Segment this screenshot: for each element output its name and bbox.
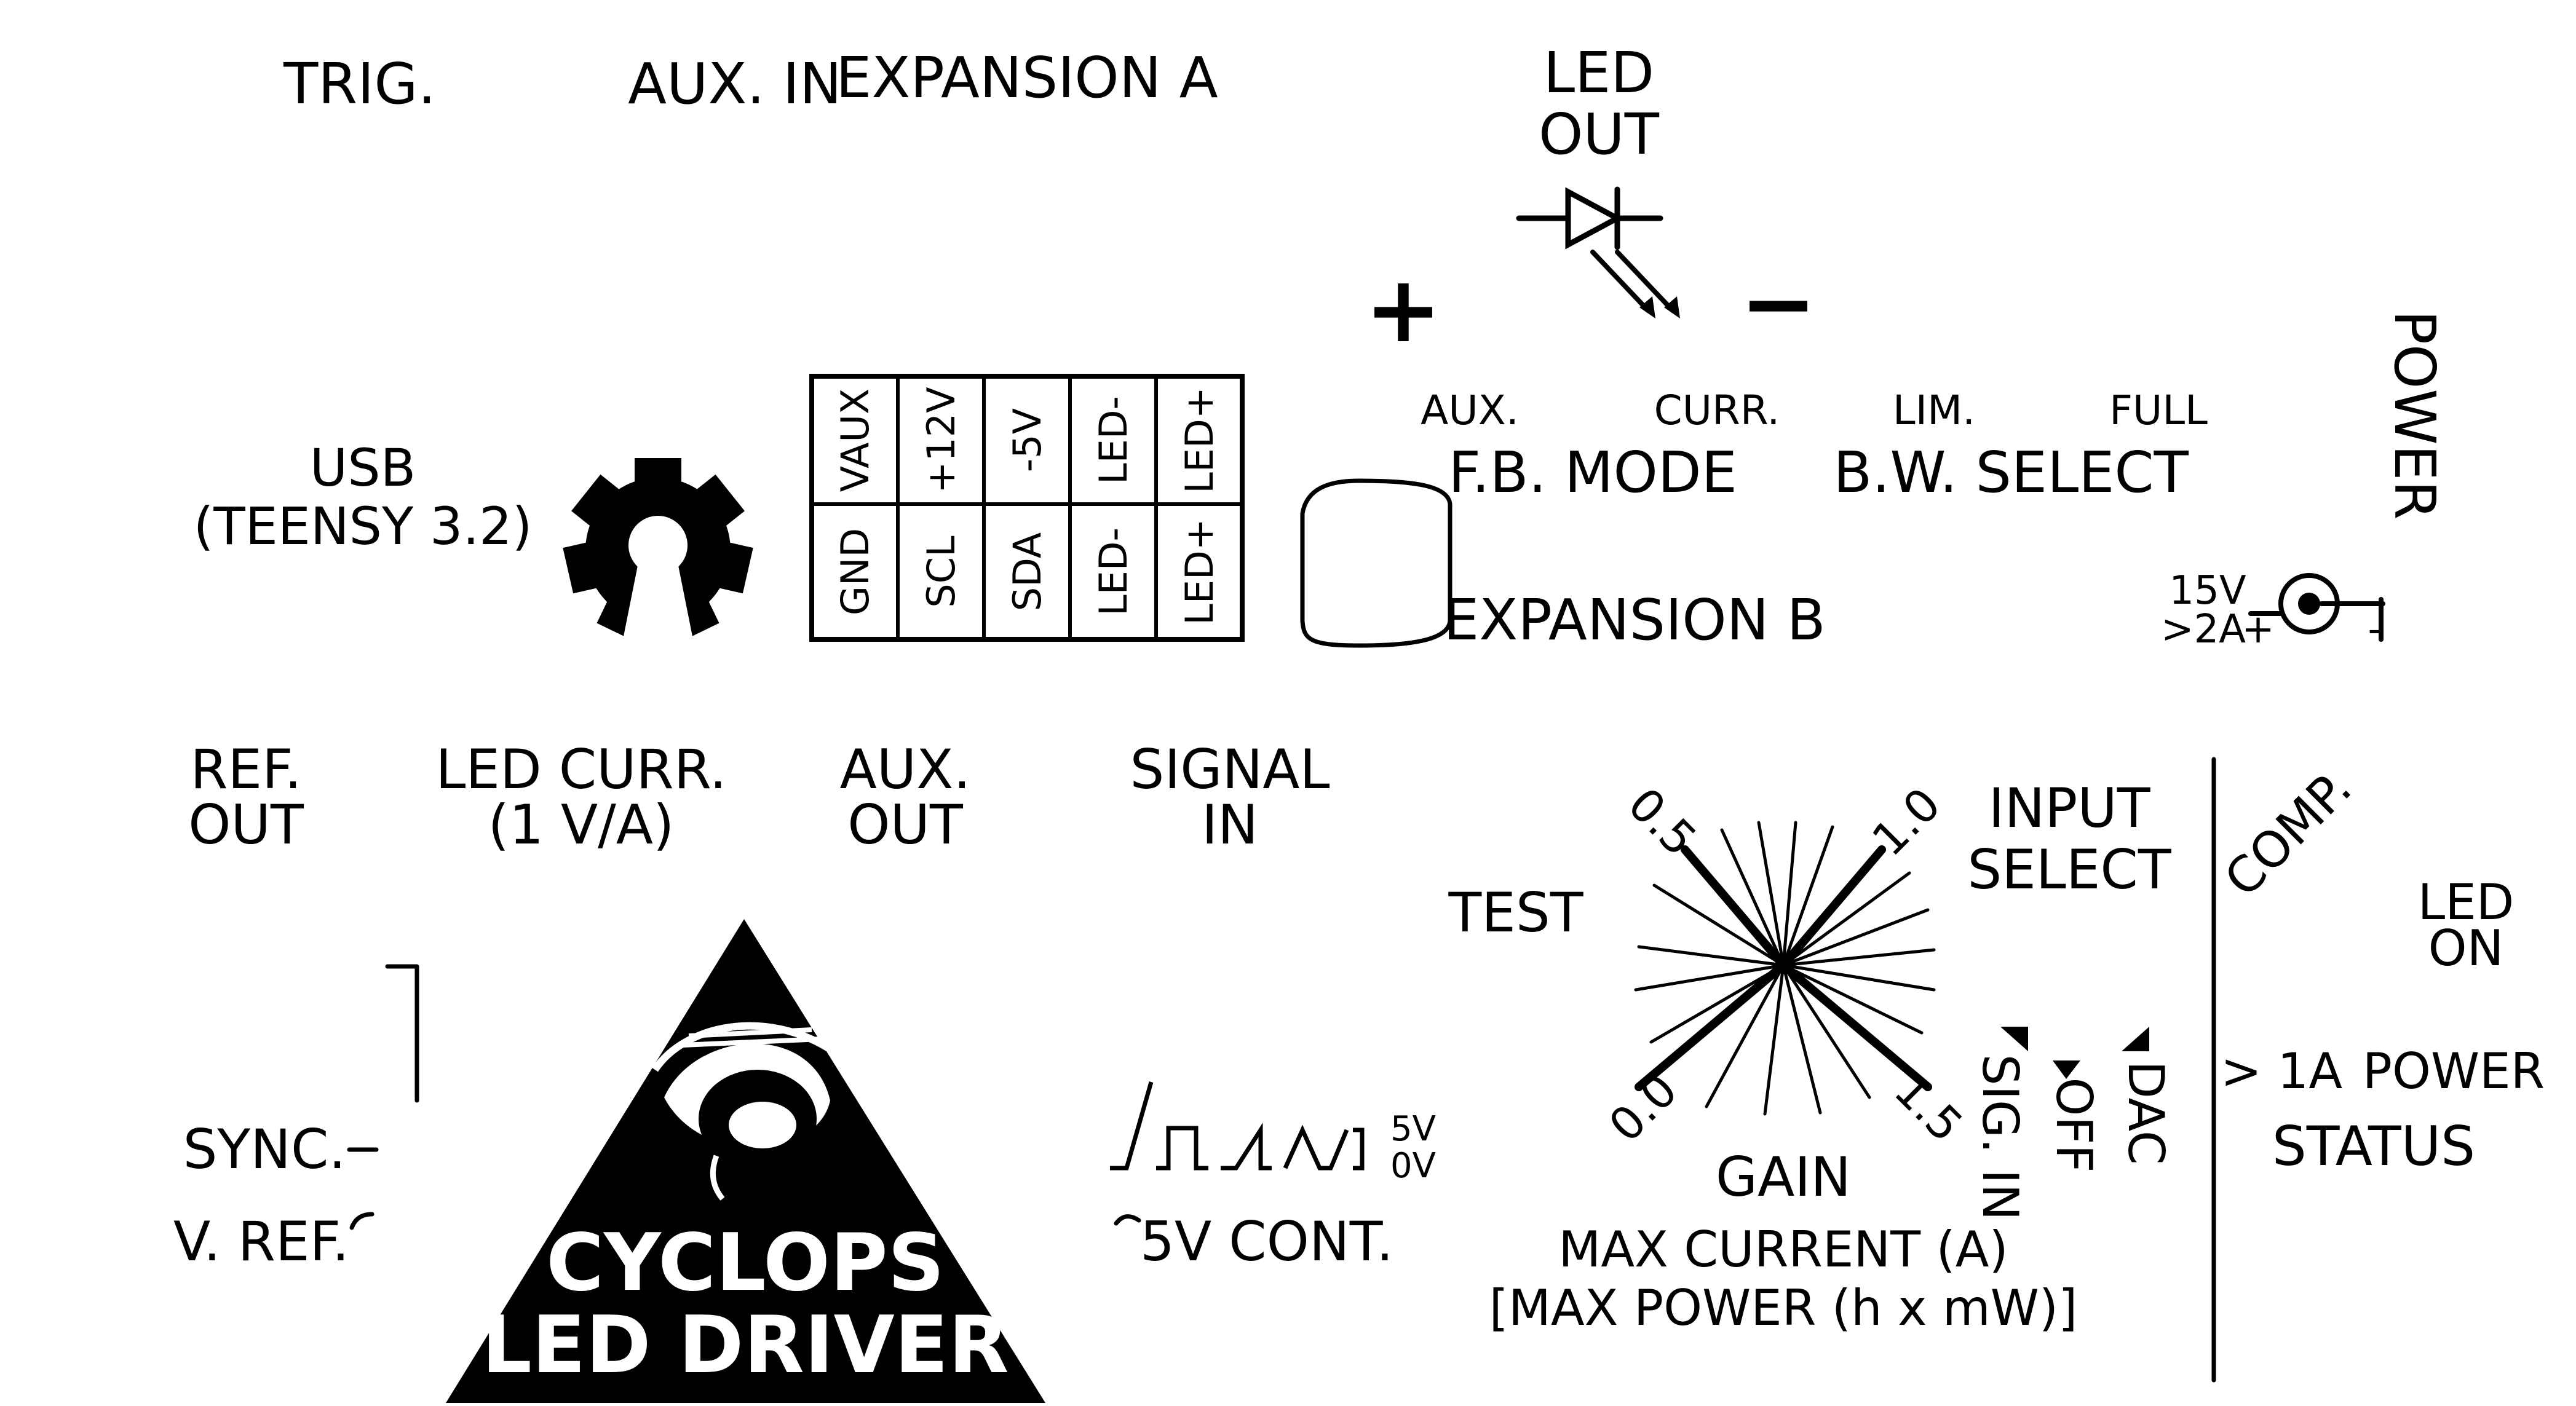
test-label: TEST <box>1448 881 1584 944</box>
gain-label: GAIN <box>1716 1145 1851 1209</box>
gain-tick-0-0: 0.0 <box>1599 1064 1687 1152</box>
waveform-legend-icon <box>1110 1081 1365 1171</box>
input-off-label: OFF <box>2045 1078 2102 1173</box>
aux-in-label: AUX. IN <box>628 51 842 117</box>
ref-out-label-line2: OUT <box>188 793 304 856</box>
cyclops-logo: CYCLOPS LED DRIVER <box>446 919 1045 1403</box>
bw-select-label: B.W. SELECT <box>1833 440 2189 505</box>
comp-label: COMP. <box>2214 759 2363 908</box>
cont-arc-icon <box>1114 1214 1141 1226</box>
open-hardware-gear-icon <box>563 458 753 649</box>
max-current-label: MAX CURRENT (A) <box>1558 1221 2008 1278</box>
logo-line2: LED DRIVER <box>482 1300 1009 1391</box>
gain-dial-ticks <box>1634 821 1936 1116</box>
bw-full-label: FULL <box>2109 387 2208 434</box>
signal-in-label-line2: IN <box>1202 793 1258 856</box>
pin-scl: SCL <box>919 535 964 608</box>
waveform-0v-label: 0V <box>1390 1146 1436 1186</box>
dc-jack-icon <box>2248 573 2385 642</box>
aux-out-label-line1: AUX. <box>840 738 971 801</box>
status-label: STATUS <box>2272 1115 2475 1178</box>
bw-lim-label: LIM. <box>1893 387 1975 434</box>
pin-led-minus-bottom: LED- <box>1091 527 1136 616</box>
expansion-b-label: EXPANSION B <box>1443 587 1826 653</box>
over-1a-label: > 1A <box>2221 1043 2342 1100</box>
led-out-minus: − <box>1740 250 1817 357</box>
cyclops-eye-icon <box>652 1022 836 1201</box>
led-out-plus: + <box>1365 256 1442 363</box>
status-power-label: POWER <box>2363 1043 2545 1100</box>
vref-label: V. REF. <box>173 1210 349 1273</box>
off-pointer-icon <box>2053 1060 2080 1079</box>
pin-led-plus-bottom: LED+ <box>1177 518 1222 625</box>
input-select-label-line2: SELECT <box>1967 838 2172 901</box>
power-minus-label: - <box>2368 607 2382 652</box>
input-sig-in-label: SIG. IN <box>1972 1054 2029 1221</box>
gain-tick-1-5: 1.5 <box>1884 1064 1973 1152</box>
cont-5v-label: 5V CONT. <box>1140 1210 1393 1273</box>
pin-sda: SDA <box>1005 532 1050 611</box>
pin-led-minus-top: LED- <box>1091 396 1136 484</box>
input-select-label-line1: INPUT <box>1988 776 2150 840</box>
led-curr-label-line1: LED CURR. <box>435 738 726 801</box>
led-on-label-line2: ON <box>2428 920 2504 977</box>
trig-label: TRIG. <box>283 51 436 117</box>
led-out-label-line2: OUT <box>1539 101 1660 167</box>
fb-aux-label: AUX. <box>1421 387 1519 434</box>
waveform-5v-label: 5V <box>1390 1109 1436 1149</box>
input-dac-label: DAC <box>2117 1060 2174 1164</box>
usb-label: USB <box>310 438 416 498</box>
pin-plus12v: +12V <box>919 387 964 493</box>
pin-led-plus-top: LED+ <box>1177 387 1222 493</box>
fb-curr-label: CURR. <box>1654 387 1780 434</box>
power-voltage-label: 15V <box>2169 568 2246 614</box>
expansion-a-pinout-table: VAUX +12V -5V LED- LED+ GND SCL SDA LED-… <box>809 374 1245 642</box>
dac-pointer-icon <box>2122 1027 2149 1051</box>
power-current-label: >2A <box>2161 607 2246 652</box>
usb-teensy-label: (TEENSY 3.2) <box>194 496 533 556</box>
signal-in-label-line1: SIGNAL <box>1130 738 1330 801</box>
aux-out-label-line2: OUT <box>847 793 964 856</box>
led-curr-label-line2: (1 V/A) <box>488 793 675 856</box>
pin-gnd: GND <box>833 528 878 615</box>
sync-label: SYNC. <box>183 1118 346 1181</box>
power-label: POWER <box>2382 310 2447 520</box>
fb-mode-label: F.B. MODE <box>1448 440 1737 505</box>
logo-line1: CYCLOPS <box>546 1217 945 1309</box>
led-diode-icon <box>1516 186 1680 318</box>
led-on-label-line1: LED <box>2418 874 2515 931</box>
max-power-label: [MAX POWER (h x mW)] <box>1489 1279 2078 1337</box>
sync-switch-bracket <box>385 964 419 1103</box>
pin-vaux: VAUX <box>833 389 878 492</box>
pin-minus5v: -5V <box>1005 408 1050 472</box>
expansion-b-connector <box>1300 478 1452 648</box>
vref-arc-icon <box>349 1212 375 1230</box>
ref-out-label-line1: REF. <box>190 738 301 801</box>
sig-in-pointer-icon <box>2000 1027 2028 1051</box>
expansion-a-label: EXPANSION A <box>836 45 1218 111</box>
led-out-label-line1: LED <box>1544 40 1654 106</box>
